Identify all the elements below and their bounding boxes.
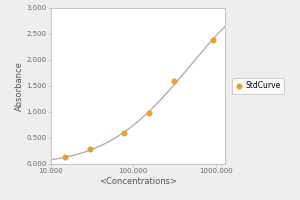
X-axis label: <Concentrations>: <Concentrations> [99, 177, 177, 186]
StdCurve [211, 39, 216, 42]
StdCurve [63, 156, 68, 159]
StdCurve [122, 131, 127, 134]
StdCurve [88, 148, 93, 151]
Y-axis label: Absorbance: Absorbance [15, 61, 24, 111]
StdCurve [172, 79, 176, 82]
StdCurve [147, 111, 152, 115]
Legend: StdCurve: StdCurve [232, 78, 284, 94]
